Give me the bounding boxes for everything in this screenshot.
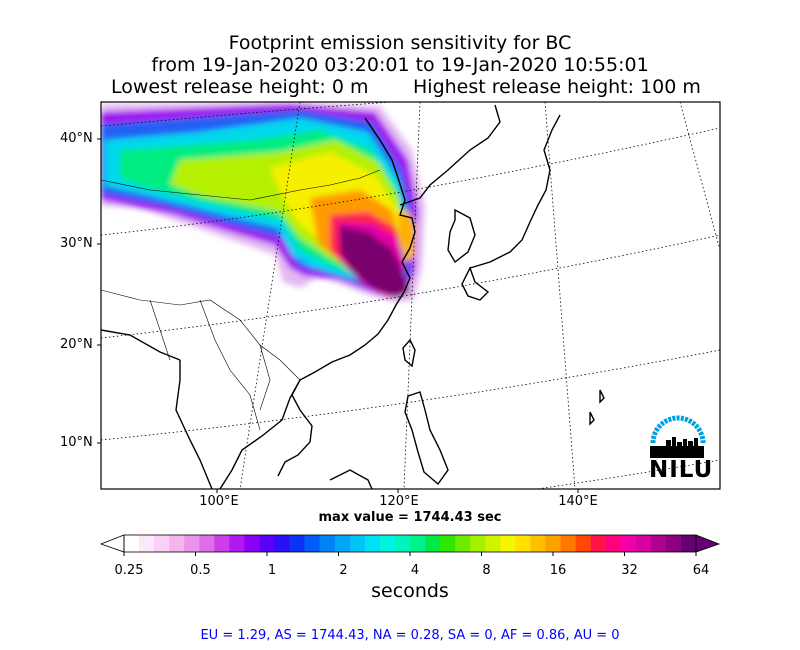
colorbar-cell xyxy=(455,535,471,552)
highest-release-height: Highest release height: 100 m xyxy=(413,76,701,98)
colorbar-cell xyxy=(259,535,275,552)
nilu-logo-text: NILU xyxy=(649,457,714,483)
colorbar-tick-label: 0.5 xyxy=(190,563,211,578)
colorbar-cell xyxy=(620,535,637,552)
colorbar-cell xyxy=(274,535,290,552)
lon-label-120e: 120°E xyxy=(379,494,419,509)
colorbar-cell xyxy=(635,535,652,552)
colorbar-cell xyxy=(394,535,411,552)
colorbar-cell xyxy=(575,535,591,552)
colorbar-tick-label: 1 xyxy=(267,563,277,578)
colorbar-cell xyxy=(289,535,305,552)
emission-sensitivity-plume xyxy=(101,102,425,302)
colorbar-cell xyxy=(334,535,351,552)
colorbar-tick-label: 16 xyxy=(549,563,567,578)
colorbar-cell xyxy=(154,535,170,552)
title-line-1: Footprint emission sensitivity for BC xyxy=(228,32,572,54)
colorbar-cell xyxy=(349,535,366,552)
colorbar-cell xyxy=(184,535,200,552)
colorbar-cell xyxy=(500,535,516,552)
colorbar-cell xyxy=(485,535,501,552)
colorbar-units: seconds xyxy=(371,580,449,602)
graticule xyxy=(101,102,720,489)
colorbar-tick-label: 2 xyxy=(339,563,348,578)
colorbar-cell xyxy=(470,535,486,552)
colorbar-cell xyxy=(244,535,260,552)
map-frame xyxy=(100,101,721,490)
colorbar-cell xyxy=(364,535,381,552)
lon-label-100e: 100°E xyxy=(199,494,239,509)
lat-label-40n: 40°N xyxy=(60,131,93,146)
colorbar-cell xyxy=(199,535,215,552)
colorbar-tick-label: 32 xyxy=(621,563,638,578)
colorbar-cell xyxy=(214,535,230,552)
colorbar-cell xyxy=(304,535,320,552)
title-line-2: from 19-Jan-2020 03:20:01 to 19-Jan-2020… xyxy=(151,54,649,76)
max-value-label: max value = 1744.43 sec xyxy=(318,510,502,525)
colorbar-cell xyxy=(665,535,682,552)
colorbar-cell xyxy=(410,535,426,552)
lat-label-20n: 20°N xyxy=(60,337,93,352)
colorbar-tick-label: 64 xyxy=(692,563,710,578)
colorbar-cell xyxy=(440,535,456,552)
colorbar-high-extend xyxy=(695,534,721,553)
colorbar-cell xyxy=(515,535,531,552)
colorbar-tick-label: 4 xyxy=(410,563,420,578)
colorbar-tick-label: 8 xyxy=(482,563,491,578)
colorbar-cell xyxy=(680,535,697,552)
colorbar-cell xyxy=(425,535,441,552)
colorbar-cell xyxy=(650,535,667,552)
colorbar-cell xyxy=(229,535,245,552)
nilu-logo-icon xyxy=(650,415,706,458)
colorbar-cell xyxy=(169,535,185,552)
colorbar-tick-label: 0.25 xyxy=(114,563,144,578)
colorbar-cell xyxy=(379,535,396,552)
colorbar-cell xyxy=(605,535,622,552)
lat-label-10n: 10°N xyxy=(60,435,93,450)
colorbar-cell xyxy=(139,535,155,552)
lowest-release-height: Lowest release height: 0 m xyxy=(111,76,369,98)
region-values: EU = 1.29, AS = 1744.43, NA = 0.28, SA =… xyxy=(200,628,620,643)
lat-label-30n: 30°N xyxy=(60,236,93,251)
coastline xyxy=(101,104,605,489)
colorbar-cell xyxy=(545,535,561,552)
colorbar-cell xyxy=(124,535,140,552)
colorbar-cell xyxy=(530,535,546,552)
colorbar-cell xyxy=(560,535,576,552)
country-borders xyxy=(101,169,381,431)
colorbar-low-extend xyxy=(99,534,125,553)
lon-label-140e: 140°E xyxy=(558,494,598,509)
colorbar-cell xyxy=(590,535,606,552)
colorbar-cell xyxy=(319,535,336,552)
